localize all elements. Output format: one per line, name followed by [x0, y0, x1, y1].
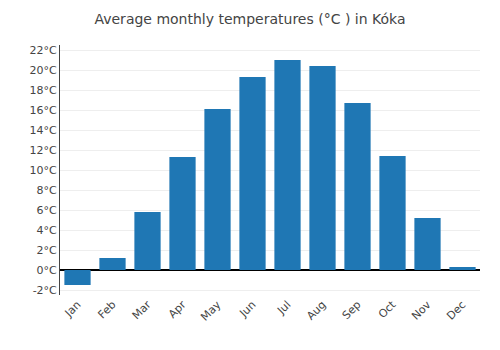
svg-text:4°C: 4°C — [37, 224, 57, 237]
svg-text:2°C: 2°C — [37, 244, 57, 257]
svg-text:22°C: 22°C — [30, 44, 57, 57]
svg-text:8°C: 8°C — [37, 184, 57, 197]
svg-text:Apr: Apr — [166, 298, 189, 321]
svg-text:Aug: Aug — [304, 298, 328, 322]
svg-text:Feb: Feb — [96, 298, 119, 321]
svg-text:Sep: Sep — [340, 298, 364, 322]
svg-text:May: May — [198, 298, 224, 324]
svg-text:16°C: 16°C — [30, 104, 57, 117]
svg-text:10°C: 10°C — [30, 164, 57, 177]
svg-text:0°C: 0°C — [37, 264, 57, 277]
svg-text:Mar: Mar — [130, 298, 154, 322]
svg-text:-2°C: -2°C — [33, 284, 57, 297]
svg-text:Dec: Dec — [444, 298, 468, 322]
svg-text:Jan: Jan — [62, 298, 84, 320]
svg-text:12°C: 12°C — [30, 144, 57, 157]
svg-text:Jun: Jun — [236, 298, 258, 320]
svg-text:Average monthly temperatures (: Average monthly temperatures (°C ) in Kó… — [94, 11, 405, 27]
svg-text:Oct: Oct — [376, 298, 399, 321]
svg-text:20°C: 20°C — [30, 64, 57, 77]
svg-text:Nov: Nov — [409, 298, 434, 323]
svg-text:18°C: 18°C — [30, 84, 57, 97]
svg-text:Jul: Jul — [274, 298, 293, 317]
svg-text:6°C: 6°C — [37, 204, 57, 217]
svg-text:14°C: 14°C — [30, 124, 57, 137]
